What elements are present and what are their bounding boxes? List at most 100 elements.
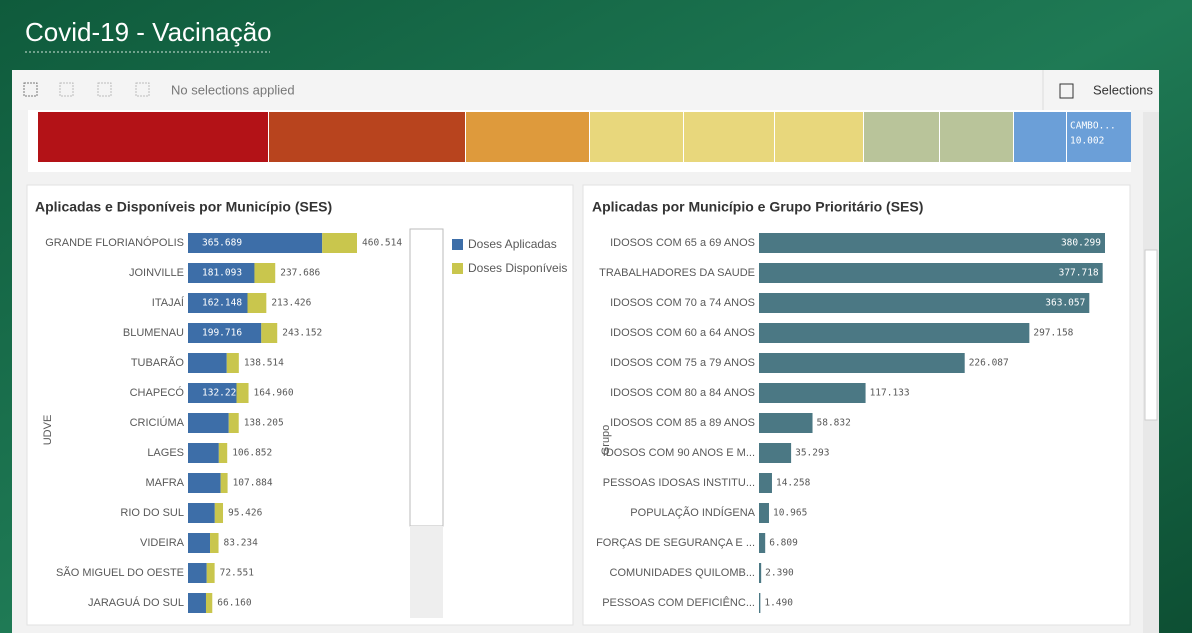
- chart-panel: [26, 184, 574, 626]
- treemap-cell[interactable]: [864, 112, 939, 162]
- value-label: 117.133: [870, 388, 910, 399]
- legend-label: Doses Aplicadas: [468, 237, 557, 251]
- bar: [759, 563, 762, 583]
- y-tick-label: IDOSOS COM 60 a 64 ANOS: [610, 327, 755, 339]
- total-label: 95.426: [228, 508, 263, 519]
- treemap-value: 10.002: [1070, 136, 1104, 147]
- bar-segment: [188, 263, 255, 283]
- bar-segment: [188, 293, 248, 313]
- smart-search-icon[interactable]: [23, 82, 38, 97]
- y-axis-label: Grupo: [600, 425, 612, 456]
- bar: [759, 593, 761, 613]
- minimap-shade[interactable]: [410, 526, 443, 618]
- bar-segment: [188, 473, 221, 493]
- treemap-cell[interactable]: [1014, 112, 1066, 162]
- value-label: 365.689: [202, 238, 242, 249]
- y-tick-label: TUBARÃO: [131, 356, 185, 369]
- y-tick-label: FORÇAS DE SEGURANÇA E ...: [596, 537, 755, 549]
- y-tick-label: CHAPECÓ: [130, 386, 185, 399]
- value-label: 132.221: [202, 388, 242, 399]
- y-tick-label: IDOSOS COM 70 a 74 ANOS: [610, 297, 755, 309]
- y-tick-label: SÃO MIGUEL DO OESTE: [56, 566, 184, 579]
- value-label: 6.809: [769, 538, 798, 549]
- y-axis-label: UDVE: [42, 415, 54, 446]
- toolbar: [12, 70, 1159, 110]
- y-tick-label: JARAGUÁ DO SUL: [88, 596, 184, 609]
- step-back-icon[interactable]: [59, 82, 74, 97]
- value-label: 10.965: [773, 508, 807, 519]
- total-label: 72.551: [220, 568, 255, 579]
- treemap-label: CAMBO...: [1070, 121, 1116, 132]
- bar-segment: [188, 323, 262, 343]
- bar: [759, 533, 766, 553]
- y-tick-label: BLUMENAU: [123, 327, 184, 339]
- total-label: 66.160: [217, 598, 252, 609]
- scrollbar-thumb[interactable]: [1144, 249, 1158, 421]
- value-label: 14.258: [776, 478, 811, 489]
- total-label: 243.152: [282, 328, 322, 339]
- total-label: 237.686: [280, 268, 320, 279]
- bar: [759, 413, 813, 433]
- total-label: 213.426: [271, 298, 311, 309]
- treemap-cell[interactable]: [466, 112, 589, 162]
- legend-swatch: [452, 239, 463, 250]
- selections-icon[interactable]: [1059, 83, 1074, 99]
- y-tick-label: POPULAÇÃO INDÍGENA: [630, 506, 755, 519]
- bar: [759, 263, 1103, 283]
- y-tick-label: JOINVILLE: [129, 267, 184, 279]
- bar-segment: [214, 503, 224, 523]
- y-tick-label: CRICIÚMA: [130, 416, 185, 429]
- bar-segment: [188, 533, 211, 553]
- y-tick-label: TRABALHADORES DA SAUDE: [599, 267, 755, 279]
- treemap-cell[interactable]: [1067, 112, 1131, 162]
- treemap-cell[interactable]: [940, 112, 1013, 162]
- bar-segment: [188, 563, 207, 583]
- bar-segment: [188, 503, 215, 523]
- bar-segment: [218, 443, 228, 463]
- selections-button[interactable]: Selections: [1093, 82, 1153, 97]
- total-label: 164.960: [254, 388, 294, 399]
- legend-swatch: [452, 263, 463, 274]
- treemap-cell[interactable]: [269, 112, 465, 162]
- bar-segment: [220, 473, 228, 493]
- treemap-cell[interactable]: [775, 112, 863, 162]
- y-tick-label: PESSOAS IDOSAS INSTITU...: [603, 477, 755, 489]
- selection-status: No selections applied: [171, 82, 295, 97]
- y-tick-label: IDOSOS COM 80 a 84 ANOS: [610, 387, 755, 399]
- bar-segment: [188, 413, 229, 433]
- bar: [759, 383, 866, 403]
- bar: [759, 473, 772, 493]
- value-label: 35.293: [795, 448, 829, 459]
- value-label: 363.057: [1045, 298, 1085, 309]
- treemap-cell[interactable]: [684, 112, 774, 162]
- value-label: 58.832: [817, 418, 851, 429]
- bar: [759, 503, 769, 523]
- bar-segment: [247, 293, 267, 313]
- bar-segment: [226, 353, 239, 373]
- bar-segment: [261, 323, 278, 343]
- value-label: 377.718: [1059, 268, 1099, 279]
- treemap-cell[interactable]: [590, 112, 683, 162]
- bar-segment: [254, 263, 276, 283]
- legend-label: Doses Disponíveis: [468, 261, 567, 275]
- y-tick-label: RIO DO SUL: [120, 507, 184, 519]
- bar-segment: [210, 533, 219, 553]
- chart-title: Aplicadas e Disponíveis por Município (S…: [35, 199, 332, 215]
- value-label: 2.390: [765, 568, 794, 579]
- treemap-cell[interactable]: [38, 112, 268, 162]
- bar-segment: [188, 443, 219, 463]
- bar: [759, 443, 792, 463]
- clear-icon[interactable]: [135, 82, 150, 97]
- bar-segment: [236, 383, 249, 403]
- bar-segment: [188, 593, 206, 613]
- app-title: Covid-19 - Vacinação: [25, 17, 272, 47]
- bar: [759, 353, 965, 373]
- bar-segment: [205, 593, 213, 613]
- value-label: 199.716: [202, 328, 242, 339]
- y-tick-label: LAGES: [147, 447, 184, 459]
- step-forward-icon[interactable]: [97, 82, 112, 97]
- bar-segment: [188, 383, 237, 403]
- y-tick-label: COMUNIDADES QUILOMB...: [610, 567, 755, 579]
